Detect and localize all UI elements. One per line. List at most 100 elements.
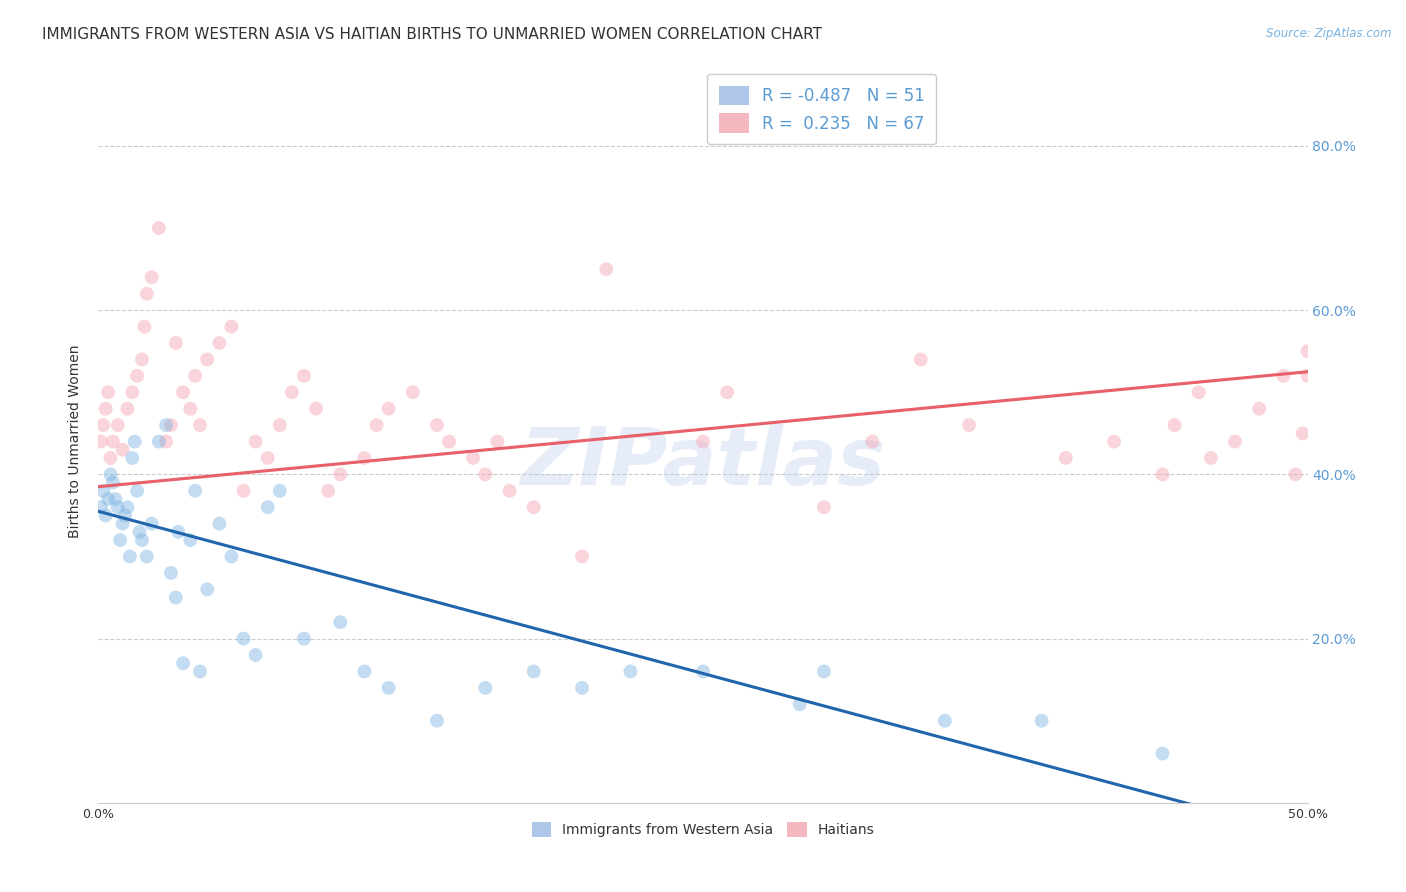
Point — [184, 368, 207, 383]
Point — [127, 368, 149, 383]
Point — [1054, 450, 1077, 465]
Point — [474, 467, 496, 482]
Point — [148, 221, 170, 235]
Point — [1188, 385, 1211, 400]
Point — [1152, 747, 1174, 761]
Point — [124, 434, 146, 449]
Point — [141, 516, 163, 531]
Point — [595, 262, 617, 277]
Point — [377, 681, 399, 695]
Point — [121, 450, 143, 465]
Point — [716, 385, 738, 400]
Point — [208, 516, 231, 531]
Point — [221, 549, 243, 564]
Point — [523, 500, 546, 515]
Point — [353, 665, 375, 679]
Point — [269, 483, 291, 498]
Point — [165, 591, 187, 605]
Point — [245, 434, 267, 449]
Point — [256, 500, 278, 515]
Point — [90, 434, 112, 449]
Point — [101, 475, 124, 490]
Point — [692, 665, 714, 679]
Point — [957, 418, 980, 433]
Point — [353, 450, 375, 465]
Point — [107, 418, 129, 433]
Point — [128, 524, 150, 539]
Point — [1152, 467, 1174, 482]
Point — [221, 319, 243, 334]
Point — [571, 681, 593, 695]
Point — [117, 500, 139, 515]
Point — [281, 385, 304, 400]
Point — [97, 491, 120, 506]
Point — [1031, 714, 1053, 728]
Point — [292, 632, 315, 646]
Point — [104, 491, 127, 506]
Point — [910, 352, 932, 367]
Point — [160, 418, 183, 433]
Text: Source: ZipAtlas.com: Source: ZipAtlas.com — [1267, 27, 1392, 40]
Point — [90, 500, 112, 515]
Point — [860, 434, 883, 449]
Point — [232, 483, 254, 498]
Point — [292, 368, 315, 383]
Point — [108, 533, 131, 547]
Point — [141, 270, 163, 285]
Point — [184, 483, 207, 498]
Point — [135, 286, 157, 301]
Point — [167, 524, 190, 539]
Point — [172, 657, 194, 671]
Point — [934, 714, 956, 728]
Text: IMMIGRANTS FROM WESTERN ASIA VS HAITIAN BIRTHS TO UNMARRIED WOMEN CORRELATION CH: IMMIGRANTS FROM WESTERN ASIA VS HAITIAN … — [42, 27, 823, 42]
Point — [94, 508, 117, 523]
Point — [619, 665, 641, 679]
Point — [789, 698, 811, 712]
Point — [165, 336, 187, 351]
Point — [101, 434, 124, 449]
Point — [463, 450, 485, 465]
Point — [111, 442, 134, 457]
Point — [188, 665, 211, 679]
Point — [1296, 344, 1319, 359]
Point — [402, 385, 425, 400]
Point — [486, 434, 509, 449]
Point — [1296, 368, 1319, 383]
Point — [1249, 401, 1271, 416]
Point — [195, 352, 218, 367]
Point — [100, 467, 122, 482]
Point — [94, 401, 117, 416]
Point — [208, 336, 231, 351]
Point — [813, 500, 835, 515]
Point — [118, 549, 141, 564]
Point — [256, 450, 278, 465]
Point — [188, 418, 211, 433]
Point — [474, 681, 496, 695]
Point — [813, 665, 835, 679]
Point — [1223, 434, 1246, 449]
Point — [426, 418, 449, 433]
Point — [1284, 467, 1306, 482]
Point — [329, 615, 352, 630]
Point — [179, 401, 201, 416]
Point — [107, 500, 129, 515]
Point — [134, 319, 156, 334]
Point — [437, 434, 460, 449]
Point — [121, 385, 143, 400]
Text: ZIPatlas: ZIPatlas — [520, 425, 886, 502]
Point — [155, 434, 177, 449]
Point — [1163, 418, 1185, 433]
Point — [1102, 434, 1125, 449]
Point — [523, 665, 546, 679]
Point — [155, 418, 177, 433]
Y-axis label: Births to Unmarried Women: Births to Unmarried Women — [69, 345, 83, 538]
Point — [245, 648, 267, 662]
Point — [305, 401, 328, 416]
Point — [377, 401, 399, 416]
Point — [692, 434, 714, 449]
Point — [426, 714, 449, 728]
Point — [1199, 450, 1222, 465]
Point — [117, 401, 139, 416]
Point — [366, 418, 388, 433]
Point — [160, 566, 183, 580]
